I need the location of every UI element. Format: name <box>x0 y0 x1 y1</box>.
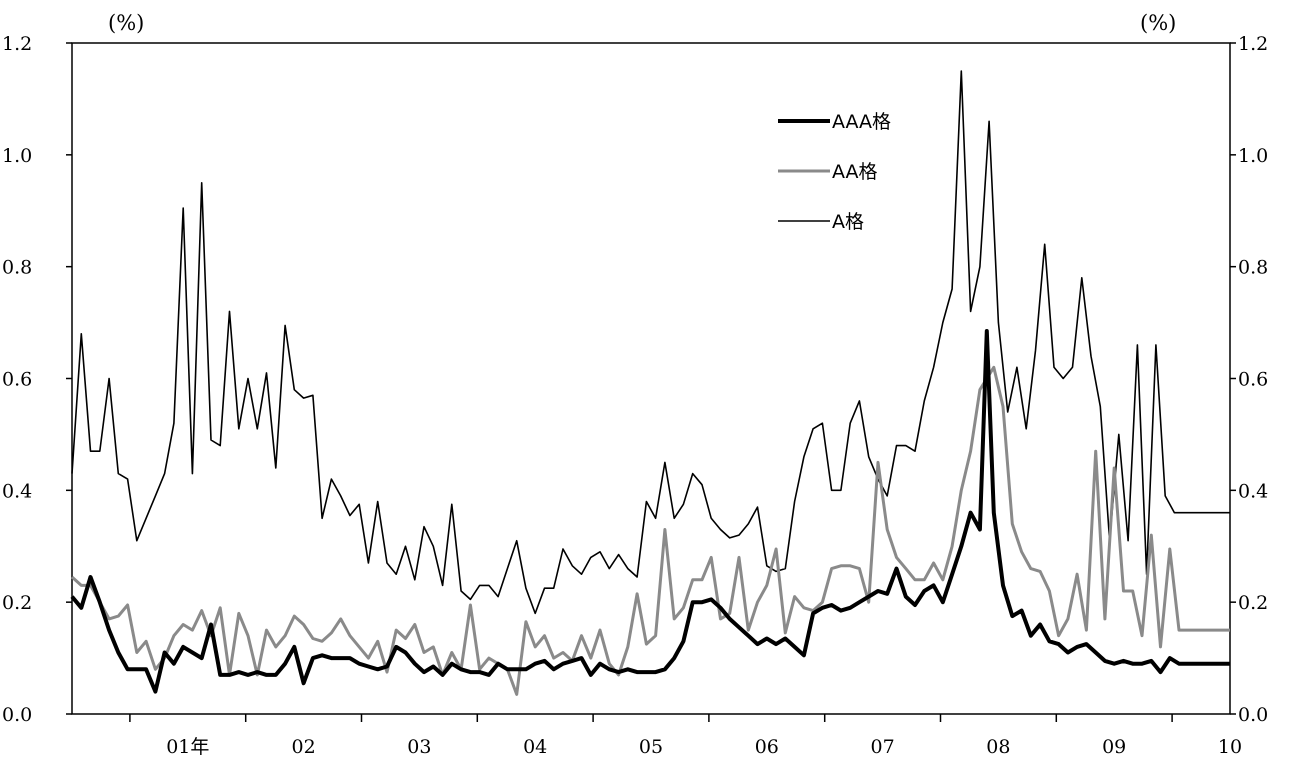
y-tick-label-right: 0.2 <box>1238 592 1268 614</box>
y-tick-label-right: 0.8 <box>1238 257 1268 279</box>
y-tick-label-left: 0.6 <box>2 369 32 391</box>
y-tick-label-right: 1.2 <box>1238 33 1268 55</box>
x-tick-label: 09 <box>1102 736 1126 758</box>
legend-label: A格 <box>832 211 864 233</box>
y-tick-label-left: 0.4 <box>2 480 32 502</box>
x-tick-label: 07 <box>871 736 895 758</box>
x-axis: 01年 02 03 04 05 06 07 08 09 10 <box>129 714 1242 758</box>
series-line-0 <box>70 329 1230 694</box>
y-tick-label-right: 0.4 <box>1238 480 1268 502</box>
x-tick-label: 02 <box>292 736 316 758</box>
legend-label: AAA格 <box>832 111 891 133</box>
y-tick-label-left: 1.2 <box>2 33 32 55</box>
series-line-1 <box>70 365 1230 696</box>
series-layer <box>70 70 1230 696</box>
x-tick-label: 08 <box>986 736 1010 758</box>
x-tick-label: 05 <box>639 736 663 758</box>
y-tick-label-right: 1.0 <box>1238 145 1268 167</box>
x-tick-label: 04 <box>523 736 547 758</box>
y-tick-label-left: 0.2 <box>2 592 32 614</box>
y-tick-label-right: 0.0 <box>1238 704 1268 726</box>
plot-frame <box>71 42 1231 715</box>
y-tick-label-left: 1.0 <box>2 145 32 167</box>
y-tick-label-right: 0.6 <box>1238 369 1268 391</box>
y-tick-label-left: 0.8 <box>2 257 32 279</box>
x-tick-label: 01年 <box>166 736 209 758</box>
legend: AAA格 AA格 A格 <box>778 111 891 233</box>
right-y-axis: 0.0 0.2 0.4 0.6 0.8 1.0 1.2 <box>1230 33 1268 726</box>
y-tick-label-left: 0.0 <box>2 704 32 726</box>
x-tick-label: 06 <box>755 736 779 758</box>
right-y-unit: (%) <box>1140 11 1176 35</box>
left-y-unit: (%) <box>108 11 144 35</box>
x-tick-label: 10 <box>1218 736 1242 758</box>
series-line-2 <box>71 70 1230 615</box>
legend-label: AA格 <box>832 161 878 183</box>
left-y-axis: 0.0 0.2 0.4 0.6 0.8 1.0 1.2 <box>2 33 72 726</box>
x-tick-label: 03 <box>407 736 431 758</box>
